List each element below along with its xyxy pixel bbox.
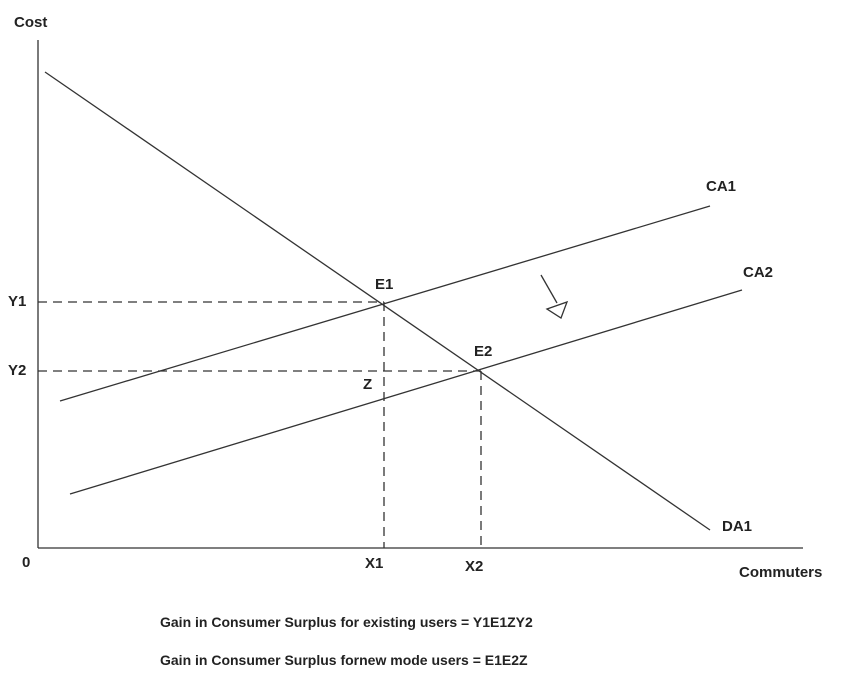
x-axis-label: Commuters	[739, 564, 822, 581]
tick-label-x2: X2	[465, 558, 483, 575]
point-label-e1: E1	[375, 276, 393, 293]
point-label-e2: E2	[474, 343, 492, 360]
y-axis-label: Cost	[14, 14, 47, 31]
point-label-z: Z	[363, 376, 372, 393]
curve-label-da1: DA1	[722, 518, 752, 535]
tick-label-y1: Y1	[8, 293, 26, 310]
curve-label-ca2: CA2	[743, 264, 773, 281]
caption-existing-users: Gain in Consumer Surplus for existing us…	[160, 614, 533, 630]
cost-curve-ca1	[59, 205, 711, 402]
cost-curve-ca2	[69, 289, 743, 495]
curve-label-ca1: CA1	[706, 178, 736, 195]
origin-label: 0	[22, 554, 30, 571]
demand-curve-da1	[44, 71, 711, 531]
tick-label-x1: X1	[365, 555, 383, 572]
caption-new-mode-users: Gain in Consumer Surplus fornew mode use…	[160, 652, 528, 668]
arrow-down-right-icon	[540, 274, 569, 319]
tick-label-y2: Y2	[8, 362, 26, 379]
